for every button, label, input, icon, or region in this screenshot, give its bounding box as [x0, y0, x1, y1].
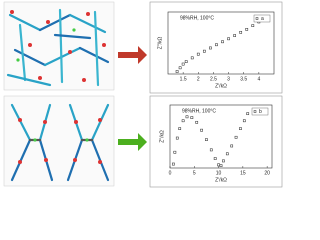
- point: [185, 115, 189, 119]
- point: [196, 52, 200, 56]
- point: [175, 136, 179, 140]
- y-axis-label: Z''/kΩ: [159, 130, 165, 143]
- x-axis-label: Z'/kΩ: [215, 177, 227, 183]
- y-axis-label: Z''/kΩ: [157, 36, 163, 49]
- point: [200, 128, 203, 132]
- legend-marker: [255, 17, 259, 20]
- axes: [167, 11, 275, 75]
- point: [178, 66, 182, 70]
- legend-label: b: [259, 109, 262, 115]
- x-tick-label: 2.5: [210, 76, 217, 82]
- annotation: 98%RH, 100°C: [180, 15, 214, 21]
- point: [251, 24, 255, 27]
- point: [246, 112, 250, 116]
- point: [233, 34, 236, 37]
- legend-label: a: [261, 16, 264, 22]
- page: {"chart_data": [ {"type": "scatter", "an…: [3, 1, 283, 188]
- x-tick-label: 20: [264, 170, 270, 176]
- x-tick-label: 3.5: [240, 76, 247, 82]
- point: [195, 120, 199, 124]
- point: [227, 37, 230, 41]
- point: [190, 56, 194, 60]
- point: [221, 40, 224, 44]
- point: [213, 157, 217, 160]
- structure-bottom: [10, 103, 110, 182]
- legend-box: [251, 107, 269, 116]
- legend-marker: [253, 110, 257, 113]
- point: [242, 119, 246, 123]
- point: [202, 49, 206, 53]
- point: [205, 138, 208, 142]
- point: [245, 28, 249, 31]
- point: [219, 164, 223, 167]
- x-tick-label: 2: [197, 76, 200, 82]
- point: [209, 148, 213, 152]
- point: [178, 127, 182, 130]
- point: [209, 46, 212, 50]
- arrow: [118, 133, 147, 151]
- point: [215, 43, 218, 47]
- point: [173, 150, 177, 154]
- point: [172, 162, 175, 166]
- point: [225, 152, 229, 156]
- point: [181, 119, 185, 123]
- x-axis-label: Z'/kΩ: [215, 83, 227, 89]
- x-tick-label: 15: [240, 170, 246, 176]
- x-tick-label: 5: [193, 170, 196, 176]
- x-tick-label: 10: [216, 170, 222, 176]
- point: [239, 30, 243, 34]
- point: [181, 62, 185, 66]
- point: [234, 135, 238, 139]
- legend-box: [253, 14, 271, 23]
- axes: [169, 104, 273, 169]
- point: [175, 70, 179, 73]
- point: [190, 116, 194, 119]
- x-tick-label: 1.5: [180, 76, 187, 82]
- x-tick-label: 3: [227, 76, 230, 82]
- annotation: 98%RH, 100°C: [182, 108, 216, 114]
- point: [184, 60, 188, 63]
- structure-panel: [3, 95, 115, 187]
- point: [230, 144, 234, 148]
- x-tick-label: 0: [169, 170, 172, 176]
- point: [239, 127, 242, 130]
- structure-top: [6, 8, 110, 87]
- arrow: [118, 46, 147, 64]
- figure: 1.5 2 2.5 3 3.5 4 Z'/kΩ Z''/kΩ 98%RH, 100°C a 0 5 10…: [3, 1, 283, 188]
- point: [222, 159, 225, 163]
- x-tick-label: 4: [257, 76, 260, 82]
